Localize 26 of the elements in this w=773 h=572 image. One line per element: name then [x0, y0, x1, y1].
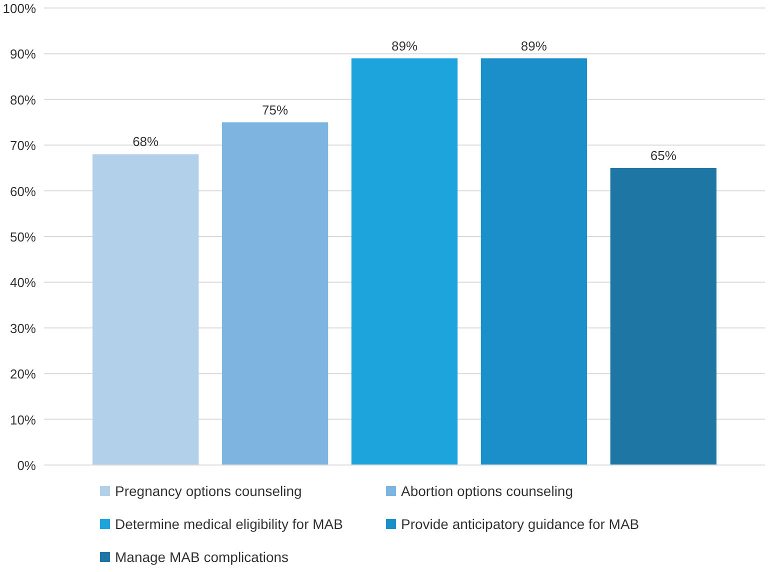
legend-label: Pregnancy options counseling	[115, 483, 302, 499]
data-label: 89%	[520, 38, 548, 54]
y-tick-label: 40%	[10, 275, 36, 290]
data-label: 89%	[391, 38, 418, 54]
data-label: 75%	[262, 102, 288, 118]
y-tick-label: 10%	[10, 412, 36, 428]
legend-label: Determine medical eligibility for MAB	[115, 516, 343, 532]
legend-label: Provide anticipatory guidance for MAB	[401, 516, 640, 532]
y-tick-label: 30%	[10, 320, 36, 336]
y-tick-label: 50%	[10, 230, 36, 244]
y-tick-label: 60%	[10, 184, 36, 199]
y-tick-label: 80%	[10, 92, 36, 108]
data-label: 68%	[132, 134, 160, 150]
y-tick-label: 70%	[10, 138, 36, 154]
y-tick-label: 0%	[17, 458, 36, 473]
y-tick-label: 100%	[2, 1, 36, 16]
bar	[610, 168, 716, 465]
bar	[480, 58, 588, 465]
bar	[92, 154, 199, 465]
bar	[351, 58, 458, 465]
y-tick-label: 20%	[10, 366, 36, 382]
bar	[222, 122, 328, 465]
data-label: 65%	[650, 148, 677, 163]
legend-label: Abortion options counseling	[401, 483, 574, 499]
y-tick-label: 90%	[10, 46, 36, 62]
legend-label: Manage MAB complications	[115, 549, 289, 565]
